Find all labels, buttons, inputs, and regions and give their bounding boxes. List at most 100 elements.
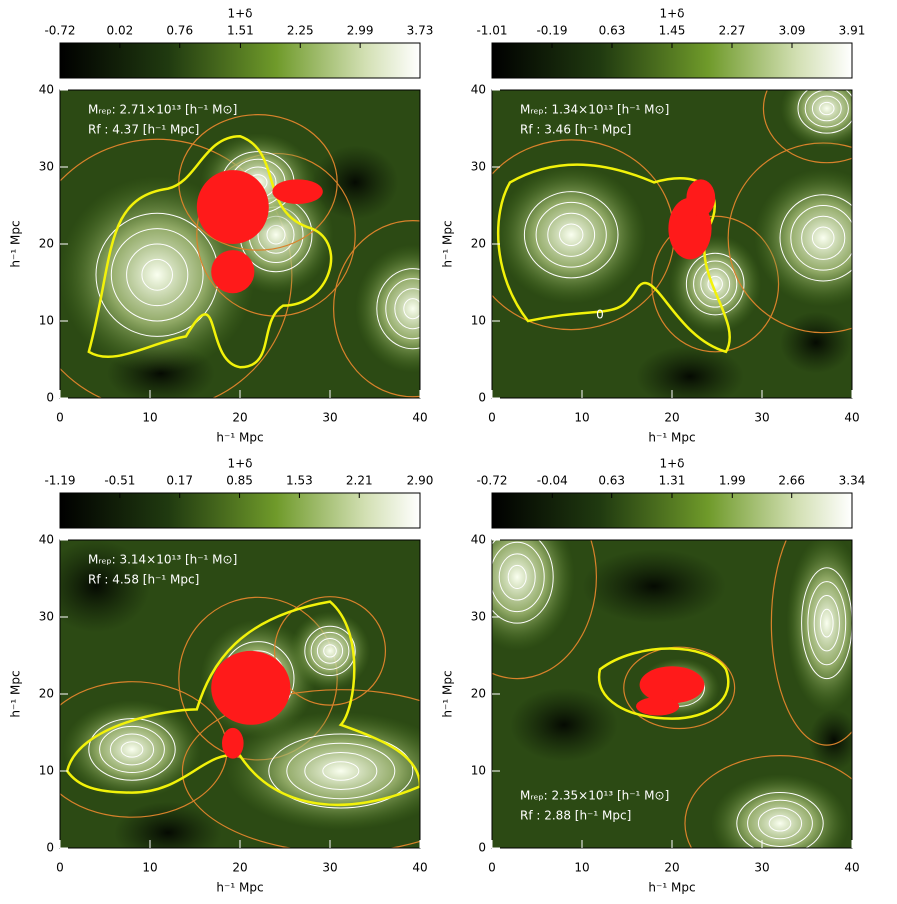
colorbar-tick-label: 1.99: [719, 474, 746, 488]
x-tick-label: 10: [142, 411, 157, 425]
x-axis-label: h⁻¹ Mpc: [216, 881, 263, 895]
colorbar-tick-label: 0.76: [166, 24, 193, 38]
void: [582, 549, 726, 623]
colorbar: [60, 43, 420, 78]
colorbar-tick-label: -1.19: [44, 474, 75, 488]
particles: [211, 250, 254, 293]
x-tick-label: 40: [412, 861, 427, 875]
colorbar-tick-label: -1.01: [476, 24, 507, 38]
colorbar-label: 1+δ: [227, 7, 252, 21]
colorbar-tick-label: -0.04: [537, 474, 568, 488]
colorbar-tick-label: 0.17: [166, 474, 193, 488]
density-field: [23, 90, 492, 410]
colorbar-tick-label: -0.51: [104, 474, 135, 488]
y-tick-label: 20: [39, 687, 54, 701]
colorbar-tick-label: 1.31: [659, 474, 686, 488]
annotation: Rf : 4.58 [h⁻¹ Mpc]: [88, 573, 199, 587]
void: [510, 688, 618, 762]
y-tick-label: 0: [478, 391, 486, 405]
colorbar-label: 1+δ: [659, 7, 684, 21]
colorbar-tick-label: 2.99: [347, 24, 374, 38]
x-tick-label: 20: [232, 861, 247, 875]
x-tick-label: 40: [844, 861, 859, 875]
colorbar-tick-label: 2.90: [407, 474, 434, 488]
overdensity: [226, 712, 456, 830]
colorbar-tick-label: 3.09: [779, 24, 806, 38]
y-tick-label: 20: [471, 237, 486, 251]
particles: [640, 666, 705, 703]
particles: [272, 179, 322, 204]
y-tick-label: 20: [471, 687, 486, 701]
contour-label: 0: [596, 307, 604, 321]
annotation: Rf : 3.46 [h⁻¹ Mpc]: [520, 123, 631, 137]
colorbar-tick-label: 1.51: [227, 24, 254, 38]
x-tick-label: 0: [488, 861, 496, 875]
y-tick-label: 40: [471, 83, 486, 97]
annotation: Mᵣₑₚ: 2.35×10¹³ [h⁻¹ M⊙]: [520, 789, 669, 803]
colorbar-label: 1+δ: [227, 457, 252, 471]
x-tick-label: 0: [56, 861, 64, 875]
x-axis-label: h⁻¹ Mpc: [648, 881, 695, 895]
colorbar-tick-label: 1.45: [659, 24, 686, 38]
y-axis-label: h⁻¹ Mpc: [441, 670, 455, 717]
y-tick-label: 40: [39, 533, 54, 547]
colorbar: [60, 493, 420, 528]
y-tick-label: 10: [39, 764, 54, 778]
density-field: [438, 475, 882, 891]
colorbar: [492, 493, 852, 528]
y-tick-label: 10: [471, 314, 486, 328]
y-axis-label: h⁻¹ Mpc: [9, 670, 23, 717]
y-tick-label: 10: [39, 314, 54, 328]
x-tick-label: 10: [574, 861, 589, 875]
annotation: Rf : 2.88 [h⁻¹ Mpc]: [520, 809, 631, 823]
x-axis-label: h⁻¹ Mpc: [216, 431, 263, 445]
colorbar-tick-label: 1.53: [286, 474, 313, 488]
x-tick-label: 0: [56, 411, 64, 425]
x-tick-label: 20: [664, 411, 679, 425]
void: [114, 802, 222, 864]
void: [780, 312, 852, 374]
y-tick-label: 30: [39, 160, 54, 174]
particles: [686, 179, 715, 216]
annotation: Mᵣₑₚ: 3.14×10¹³ [h⁻¹ M⊙]: [88, 553, 237, 567]
y-tick-label: 0: [478, 841, 486, 855]
y-tick-label: 30: [471, 160, 486, 174]
x-tick-label: 30: [322, 411, 337, 425]
y-tick-label: 10: [471, 764, 486, 778]
x-axis-label: h⁻¹ Mpc: [648, 431, 695, 445]
y-tick-label: 30: [471, 610, 486, 624]
colorbar-tick-label: 0.63: [598, 474, 625, 488]
x-tick-label: 30: [754, 411, 769, 425]
colorbar-tick-label: 2.66: [778, 474, 805, 488]
particles: [222, 728, 244, 759]
annotation: Mᵣₑₚ: 2.71×10¹³ [h⁻¹ M⊙]: [88, 103, 237, 117]
overdensity: [754, 169, 892, 307]
y-axis-label: h⁻¹ Mpc: [441, 220, 455, 267]
x-tick-label: 40: [412, 411, 427, 425]
y-tick-label: 40: [39, 83, 54, 97]
particles: [211, 651, 290, 725]
colorbar-tick-label: -0.72: [476, 474, 507, 488]
density-field: [37, 540, 499, 863]
y-tick-label: 30: [39, 610, 54, 624]
colorbar-tick-label: 0.02: [107, 24, 134, 38]
x-tick-label: 40: [844, 411, 859, 425]
colorbar-tick-label: 0.63: [599, 24, 626, 38]
annotation: Rf : 4.37 [h⁻¹ Mpc]: [88, 123, 199, 137]
y-axis-label: h⁻¹ Mpc: [9, 220, 23, 267]
colorbar-tick-label: 2.21: [346, 474, 373, 488]
y-tick-label: 0: [46, 391, 54, 405]
particles: [636, 697, 679, 715]
annotation: Mᵣₑₚ: 1.34×10¹³ [h⁻¹ M⊙]: [520, 103, 669, 117]
colorbar-tick-label: 3.34: [839, 474, 866, 488]
x-tick-label: 20: [664, 861, 679, 875]
overdensity: [496, 166, 646, 304]
colorbar-tick-label: -0.72: [44, 24, 75, 38]
overdensity: [786, 534, 867, 711]
colorbar-tick-label: -0.19: [536, 24, 567, 38]
x-tick-label: 20: [232, 411, 247, 425]
